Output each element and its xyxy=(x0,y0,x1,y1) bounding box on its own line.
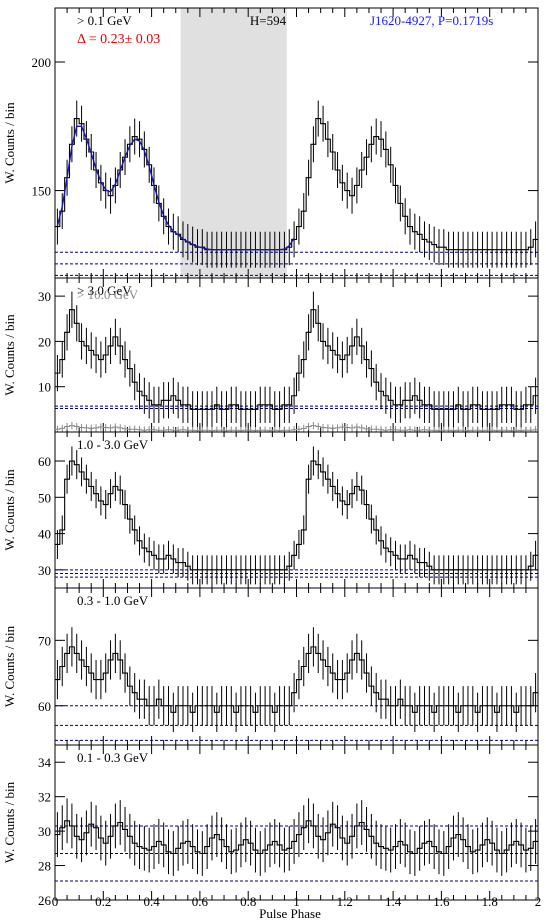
y-axis-label: W. Counts / bin xyxy=(2,781,17,863)
y-tick-label: 60 xyxy=(38,699,51,714)
histogram-series xyxy=(55,460,538,571)
y-axis-label: W. Counts / bin xyxy=(2,314,17,396)
energy-band-label: > 3.0 GeV xyxy=(77,283,132,298)
y-tick-label: 10 xyxy=(38,380,51,395)
x-tick-label: 2 xyxy=(535,894,542,909)
histogram-series xyxy=(55,118,538,251)
panel-3: 30 40 50 60 W. Counts / bin 1.0 - 3.0 GeV xyxy=(2,431,539,589)
panel-frame xyxy=(54,744,539,901)
x-tick-label: 1.4 xyxy=(385,894,402,909)
y-tick-label: 32 xyxy=(38,790,51,805)
source-name-annotation: J1620-4927, P=0.1719s xyxy=(370,13,493,28)
x-tick-label: 0.4 xyxy=(143,894,160,909)
y-tick-label: 30 xyxy=(38,289,51,304)
y-tick-label: 34 xyxy=(38,755,52,770)
panel-frame xyxy=(54,587,539,746)
y-tick-label: 40 xyxy=(38,527,51,542)
energy-band-label-secondary: > 10.0 GeV xyxy=(77,287,139,302)
y-axis-label: W. Counts / bin xyxy=(2,469,17,551)
delta-annotation: Δ = 0.23± 0.03 xyxy=(77,32,160,47)
fit-curve xyxy=(56,125,295,251)
y-tick-label: 30 xyxy=(38,563,51,578)
energy-band-label: > 0.1 GeV xyxy=(77,13,132,28)
x-tick-label: 0 xyxy=(52,894,59,909)
x-tick-label: 1.2 xyxy=(337,894,353,909)
y-tick-label: 26 xyxy=(38,893,52,908)
y-tick-label: 200 xyxy=(32,55,52,70)
panel-5: 26 28 30 32 34 W. Counts / bin 0.1 - 0.3 GeV xyxy=(2,744,539,908)
x-tick-label: 1.8 xyxy=(482,894,498,909)
energy-band-label: 0.3 - 1.0 GeV xyxy=(77,593,149,608)
x-tick-label: 0.8 xyxy=(240,894,256,909)
panel-4: 60 70 W. Counts / bin 0.3 - 1.0 GeV xyxy=(2,587,539,746)
y-tick-label: 150 xyxy=(32,184,52,199)
x-axis-title: Pulse Phase xyxy=(259,906,321,921)
offpulse-region xyxy=(180,8,287,278)
y-axis-label: W. Counts / bin xyxy=(2,102,17,184)
histogram-series xyxy=(55,820,538,855)
x-tick-label: 0.2 xyxy=(95,894,111,909)
energy-band-label: 1.0 - 3.0 GeV xyxy=(77,437,149,452)
x-tick-label: 1 xyxy=(293,894,300,909)
h-test-annotation: H=594 xyxy=(250,13,287,28)
y-tick-label: 70 xyxy=(38,633,51,648)
histogram-series xyxy=(55,309,538,410)
panel-1: 150 200 W. Counts / bin > 0.1 GeV Δ = 0.23± … xyxy=(2,7,539,279)
y-tick-label: 30 xyxy=(38,824,51,839)
y-axis-label: W. Counts / bin xyxy=(2,625,17,707)
y-tick-label: 60 xyxy=(38,454,51,469)
y-tick-label: 28 xyxy=(38,859,51,874)
panel-2: 10 20 30 W. Counts / bin > 3.0 GeV> 10.0 GeV xyxy=(2,277,539,433)
x-tick-label: 1.6 xyxy=(433,894,450,909)
energy-band-label: 0.1 - 0.3 GeV xyxy=(77,750,149,765)
histogram-series xyxy=(55,646,538,713)
y-tick-label: 50 xyxy=(38,490,51,505)
x-tick-label: 0.6 xyxy=(192,894,209,909)
y-tick-label: 20 xyxy=(38,334,51,349)
